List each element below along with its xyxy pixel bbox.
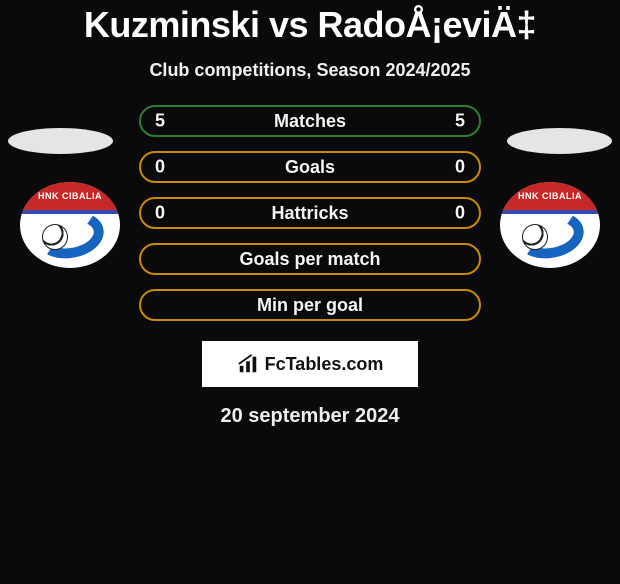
bar-chart-icon — [237, 353, 259, 375]
page-title: Kuzminski vs RadoÅ¡eviÄ‡ — [0, 4, 620, 46]
stat-label: Matches — [274, 111, 346, 132]
brand-attribution[interactable]: FcTables.com — [202, 341, 418, 387]
club-badge-right: HNK CIBALIA — [500, 182, 600, 268]
stat-row-hattricks: 0 Hattricks 0 — [139, 197, 481, 229]
soccer-ball-icon — [522, 224, 548, 250]
club-badge-right-text: HNK CIBALIA — [518, 191, 582, 201]
footer-date: 20 september 2024 — [0, 405, 620, 428]
club-badge-left-header: HNK CIBALIA — [20, 182, 120, 214]
stat-label: Goals per match — [239, 249, 380, 270]
stat-label: Goals — [285, 157, 335, 178]
player-left-avatar-shadow — [8, 128, 113, 154]
club-badge-left: HNK CIBALIA — [20, 182, 120, 268]
stat-label: Min per goal — [257, 295, 363, 316]
stat-left-value: 0 — [155, 203, 165, 224]
stat-label: Hattricks — [271, 203, 348, 224]
brand-text: FcTables.com — [265, 354, 384, 375]
club-badge-left-text: HNK CIBALIA — [38, 191, 102, 201]
soccer-ball-icon — [42, 224, 68, 250]
stat-right-value: 5 — [455, 111, 465, 132]
club-badge-right-header: HNK CIBALIA — [500, 182, 600, 214]
stat-row-goals: 0 Goals 0 — [139, 151, 481, 183]
stat-row-goals-per-match: Goals per match — [139, 243, 481, 275]
stat-row-matches: 5 Matches 5 — [139, 105, 481, 137]
page-subtitle: Club competitions, Season 2024/2025 — [0, 60, 620, 81]
stat-right-value: 0 — [455, 203, 465, 224]
stat-left-value: 5 — [155, 111, 165, 132]
stat-left-value: 0 — [155, 157, 165, 178]
player-right-avatar-shadow — [507, 128, 612, 154]
stat-right-value: 0 — [455, 157, 465, 178]
stat-row-min-per-goal: Min per goal — [139, 289, 481, 321]
